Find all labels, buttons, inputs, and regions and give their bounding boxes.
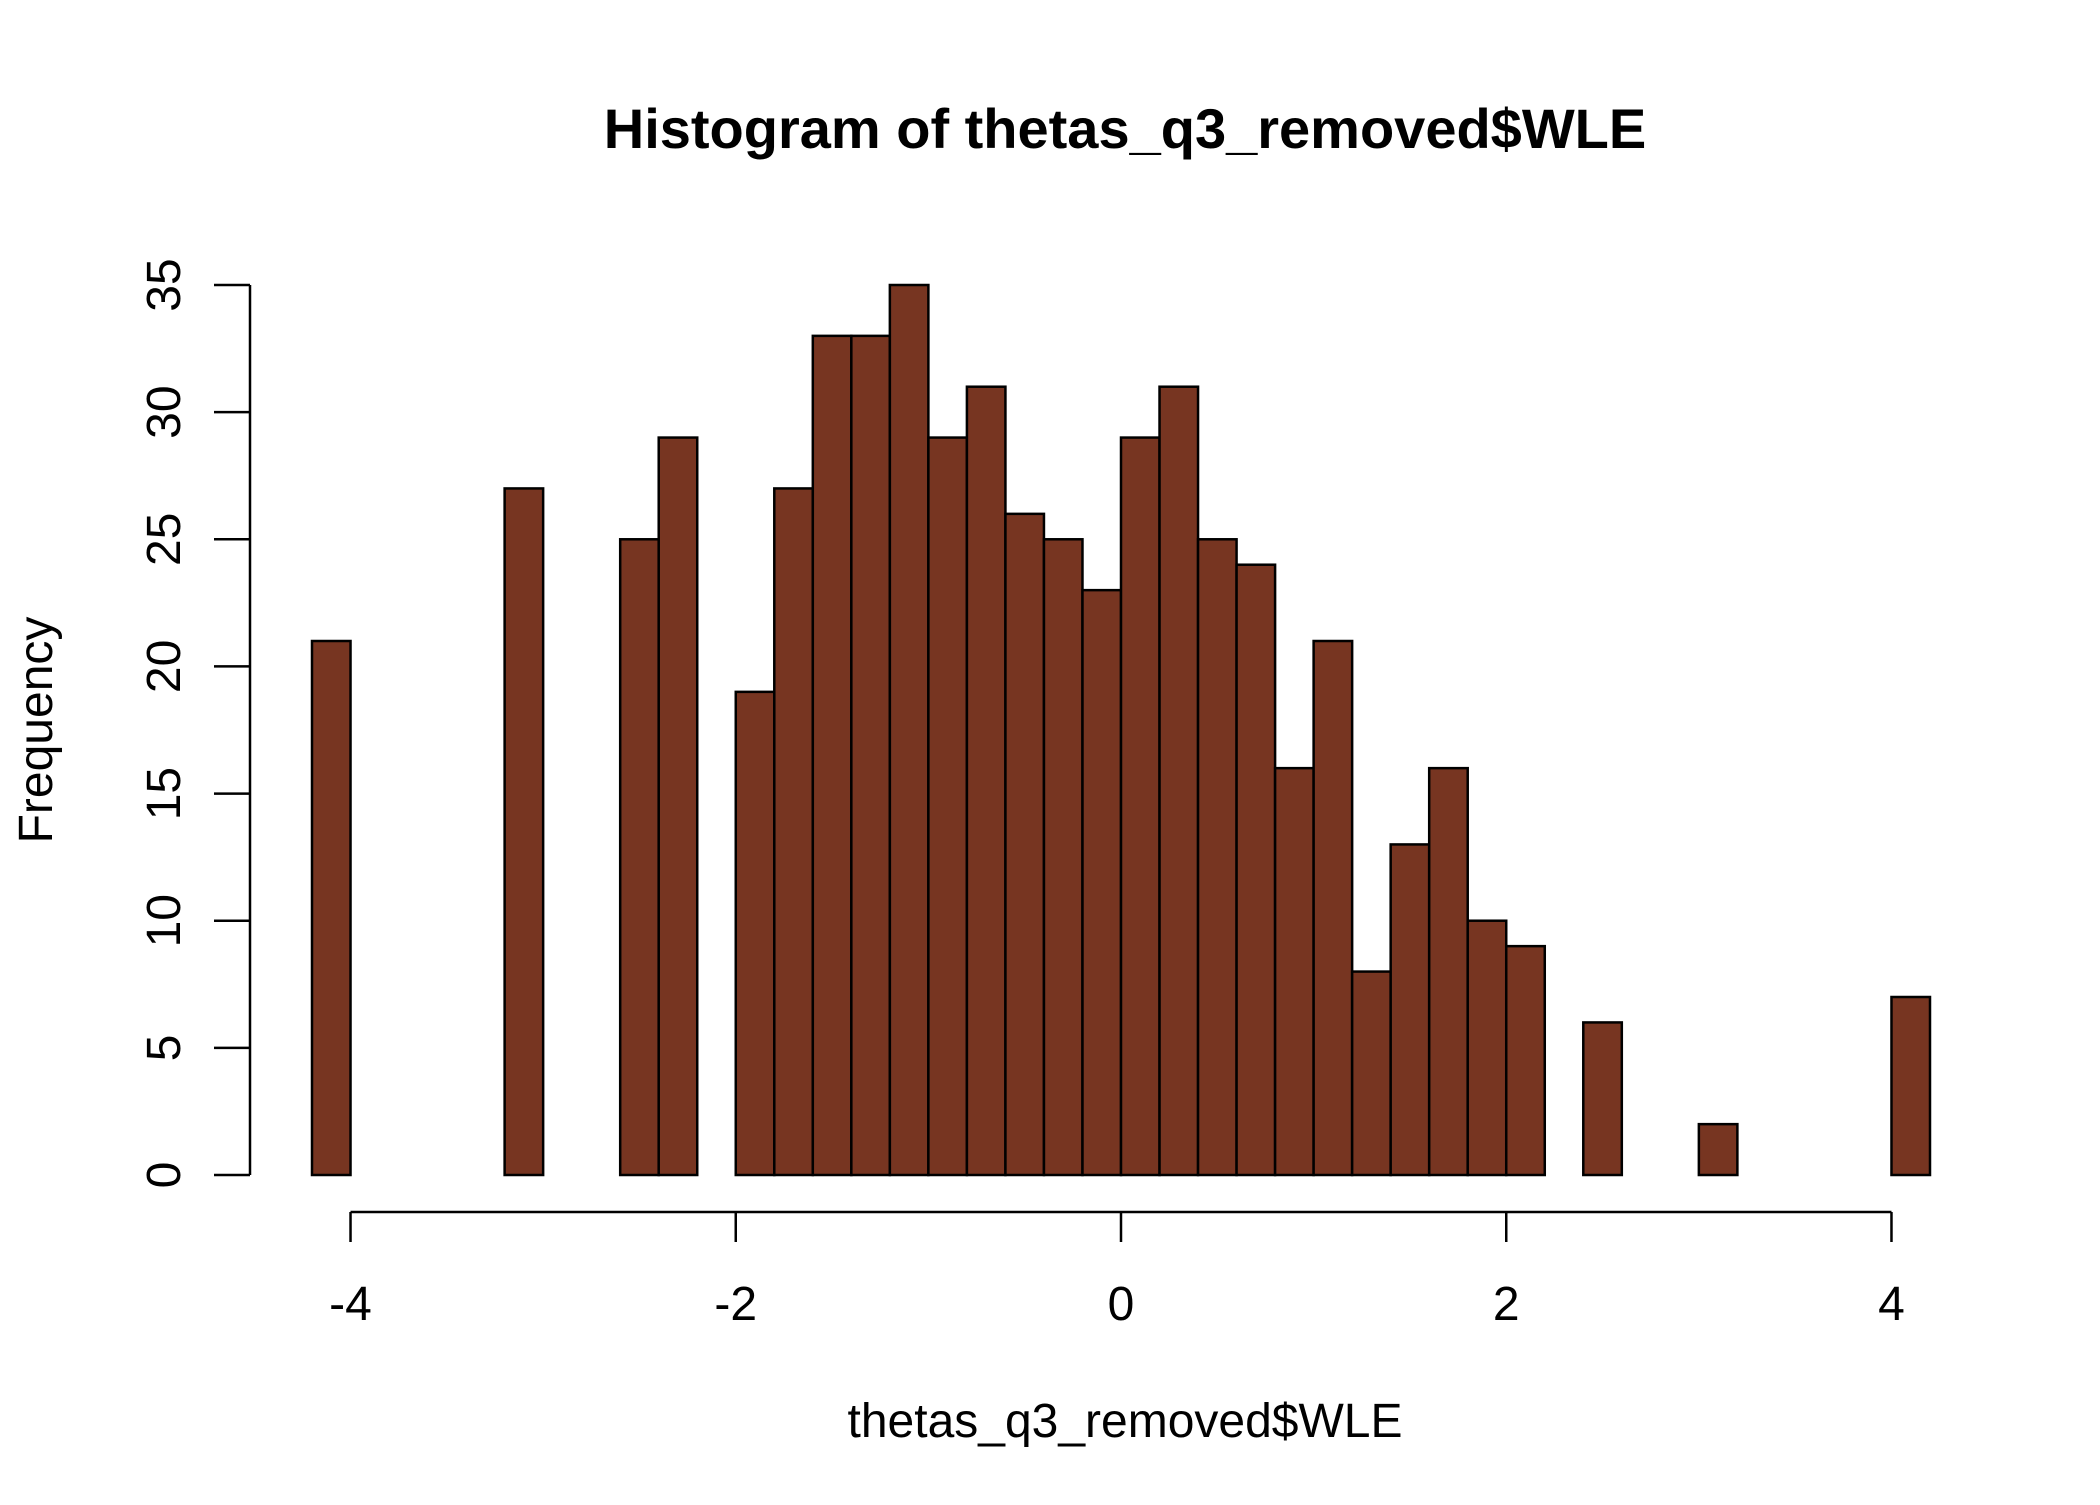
histogram-bar	[888, 283, 930, 1177]
y-tick-label: 15	[138, 767, 191, 820]
histogram-bar	[1582, 1021, 1624, 1177]
histogram-bar	[1119, 436, 1161, 1177]
histogram-bars	[310, 283, 1932, 1177]
histogram-bar	[850, 334, 892, 1177]
histogram-bar	[1158, 385, 1200, 1177]
x-axis-label: thetas_q3_removed$WLE	[848, 1395, 1403, 1448]
y-tick-label: 10	[138, 894, 191, 947]
histogram-bar	[1890, 995, 1932, 1177]
y-tick-label: 20	[138, 640, 191, 693]
histogram-bar	[1042, 538, 1084, 1177]
x-tick-label: 2	[1493, 1278, 1520, 1331]
histogram-bar	[1504, 944, 1547, 1177]
y-axis-label: Frequency	[10, 617, 63, 844]
histogram-bar	[1312, 639, 1354, 1177]
histogram-bar	[1389, 843, 1431, 1177]
y-tick-label: 35	[138, 258, 191, 311]
histogram-bar	[1697, 1122, 1739, 1177]
histogram-bar	[773, 487, 815, 1177]
histogram-bar	[657, 436, 699, 1177]
histogram-bar	[1466, 919, 1508, 1177]
histogram-bar	[1081, 588, 1123, 1177]
y-axis: 0 5 10 15 20 25 30 35	[138, 258, 252, 1189]
histogram-bar	[503, 487, 545, 1177]
histogram-bar	[734, 690, 776, 1177]
histogram-bar	[1427, 766, 1469, 1177]
histogram-bar	[1196, 538, 1238, 1177]
histogram-bar	[618, 538, 660, 1177]
y-tick-label: 5	[138, 1035, 191, 1062]
histogram-bar	[1273, 766, 1315, 1177]
histogram-bar	[927, 436, 969, 1177]
histogram-bar	[1004, 512, 1046, 1177]
x-tick-label: 4	[1878, 1278, 1905, 1331]
histogram-bar	[811, 334, 853, 1177]
chart-title: Histogram of thetas_q3_removed$WLE	[604, 97, 1646, 160]
histogram-bar	[1235, 563, 1277, 1177]
y-tick-label: 0	[138, 1162, 191, 1189]
histogram-bar	[1350, 970, 1392, 1177]
x-axis: -4 -2 0 2 4	[329, 1210, 1905, 1331]
histogram-bar	[965, 385, 1007, 1177]
y-tick-label: 25	[138, 513, 191, 566]
x-tick-label: 0	[1108, 1278, 1135, 1331]
x-tick-label: -2	[714, 1278, 757, 1331]
x-tick-label: -4	[329, 1278, 372, 1331]
histogram-bar	[310, 639, 352, 1177]
y-tick-label: 30	[138, 385, 191, 438]
